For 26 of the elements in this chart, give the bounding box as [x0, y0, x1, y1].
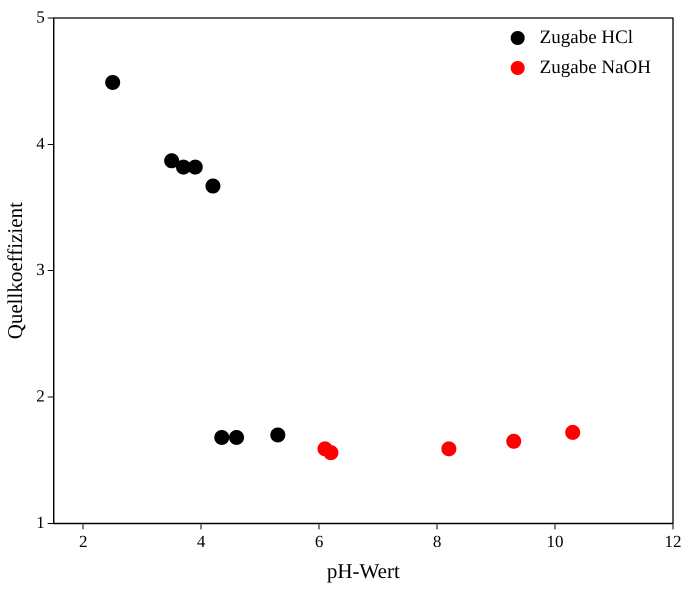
point	[323, 445, 338, 460]
x-tick-label: 6	[314, 532, 324, 552]
point	[164, 153, 180, 168]
x-tick-label: 4	[196, 532, 206, 552]
point	[229, 430, 244, 445]
point	[270, 427, 286, 442]
x-tick-label: 10	[546, 532, 564, 552]
point	[565, 424, 580, 440]
point	[441, 441, 456, 456]
y-tick-label: 1	[36, 512, 45, 532]
point	[105, 74, 120, 90]
y-tick-label: 3	[36, 260, 45, 280]
point	[188, 160, 203, 175]
y-tick-label: 5	[36, 7, 45, 26]
x-tick-label: 12	[664, 532, 682, 552]
legend-label: Zugabe HCl	[540, 26, 634, 48]
point	[205, 178, 220, 194]
y-tick-label: 4	[36, 134, 46, 153]
point	[214, 430, 230, 445]
x-tick-label: 8	[432, 532, 442, 552]
y-axis-title: Quellkoeffizient	[3, 202, 28, 340]
x-tick-label: 2	[78, 532, 88, 552]
y-tick-label: 2	[36, 386, 45, 406]
legend-label: Zugabe NaOH	[540, 56, 652, 78]
point	[506, 434, 522, 449]
x-axis-title: pH-Wert	[326, 558, 400, 583]
